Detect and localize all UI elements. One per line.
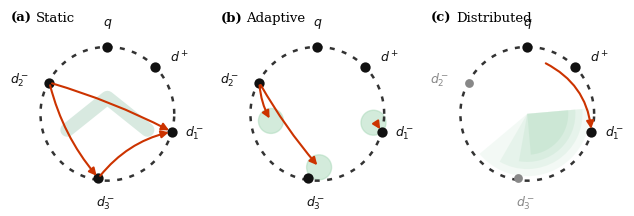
Text: $d^+$: $d^+$ [590, 50, 609, 65]
Text: $d_2^-$: $d_2^-$ [10, 71, 29, 89]
Point [312, 45, 322, 49]
Point [522, 45, 533, 49]
Circle shape [259, 108, 283, 133]
Text: $d_3^-$: $d_3^-$ [306, 194, 325, 211]
Text: $q$: $q$ [313, 17, 322, 31]
Point [569, 65, 579, 68]
Point [359, 65, 370, 68]
Text: (b): (b) [221, 12, 243, 25]
Text: $d_3^-$: $d_3^-$ [516, 194, 535, 211]
Point [514, 176, 524, 180]
Text: (a): (a) [11, 12, 32, 25]
Text: $d^+$: $d^+$ [170, 50, 189, 65]
Wedge shape [479, 108, 590, 176]
Point [586, 130, 597, 133]
Circle shape [307, 155, 332, 180]
Text: $d_1^-$: $d_1^-$ [395, 125, 414, 142]
Wedge shape [500, 109, 583, 169]
Point [303, 176, 313, 180]
Point [254, 81, 264, 84]
Text: $q$: $q$ [103, 17, 112, 31]
Text: $d_2^-$: $d_2^-$ [430, 71, 449, 89]
Point [102, 45, 112, 49]
Circle shape [361, 110, 386, 135]
Text: $d^+$: $d^+$ [380, 50, 399, 65]
Point [44, 81, 55, 84]
Point [167, 130, 177, 133]
Text: (c): (c) [431, 12, 451, 25]
Point [464, 81, 474, 84]
Wedge shape [527, 110, 568, 155]
Point [377, 130, 387, 133]
Wedge shape [519, 110, 576, 162]
Point [150, 65, 160, 68]
Text: $q$: $q$ [522, 17, 532, 31]
Text: $d_1^-$: $d_1^-$ [605, 125, 624, 142]
Point [93, 176, 103, 180]
Text: $d_3^-$: $d_3^-$ [96, 194, 115, 211]
Text: Adaptive: Adaptive [246, 12, 305, 25]
Text: Static: Static [36, 12, 75, 25]
Text: $d_1^-$: $d_1^-$ [185, 125, 204, 142]
Text: Distributed: Distributed [456, 12, 531, 25]
Text: $d_2^-$: $d_2^-$ [220, 71, 239, 89]
